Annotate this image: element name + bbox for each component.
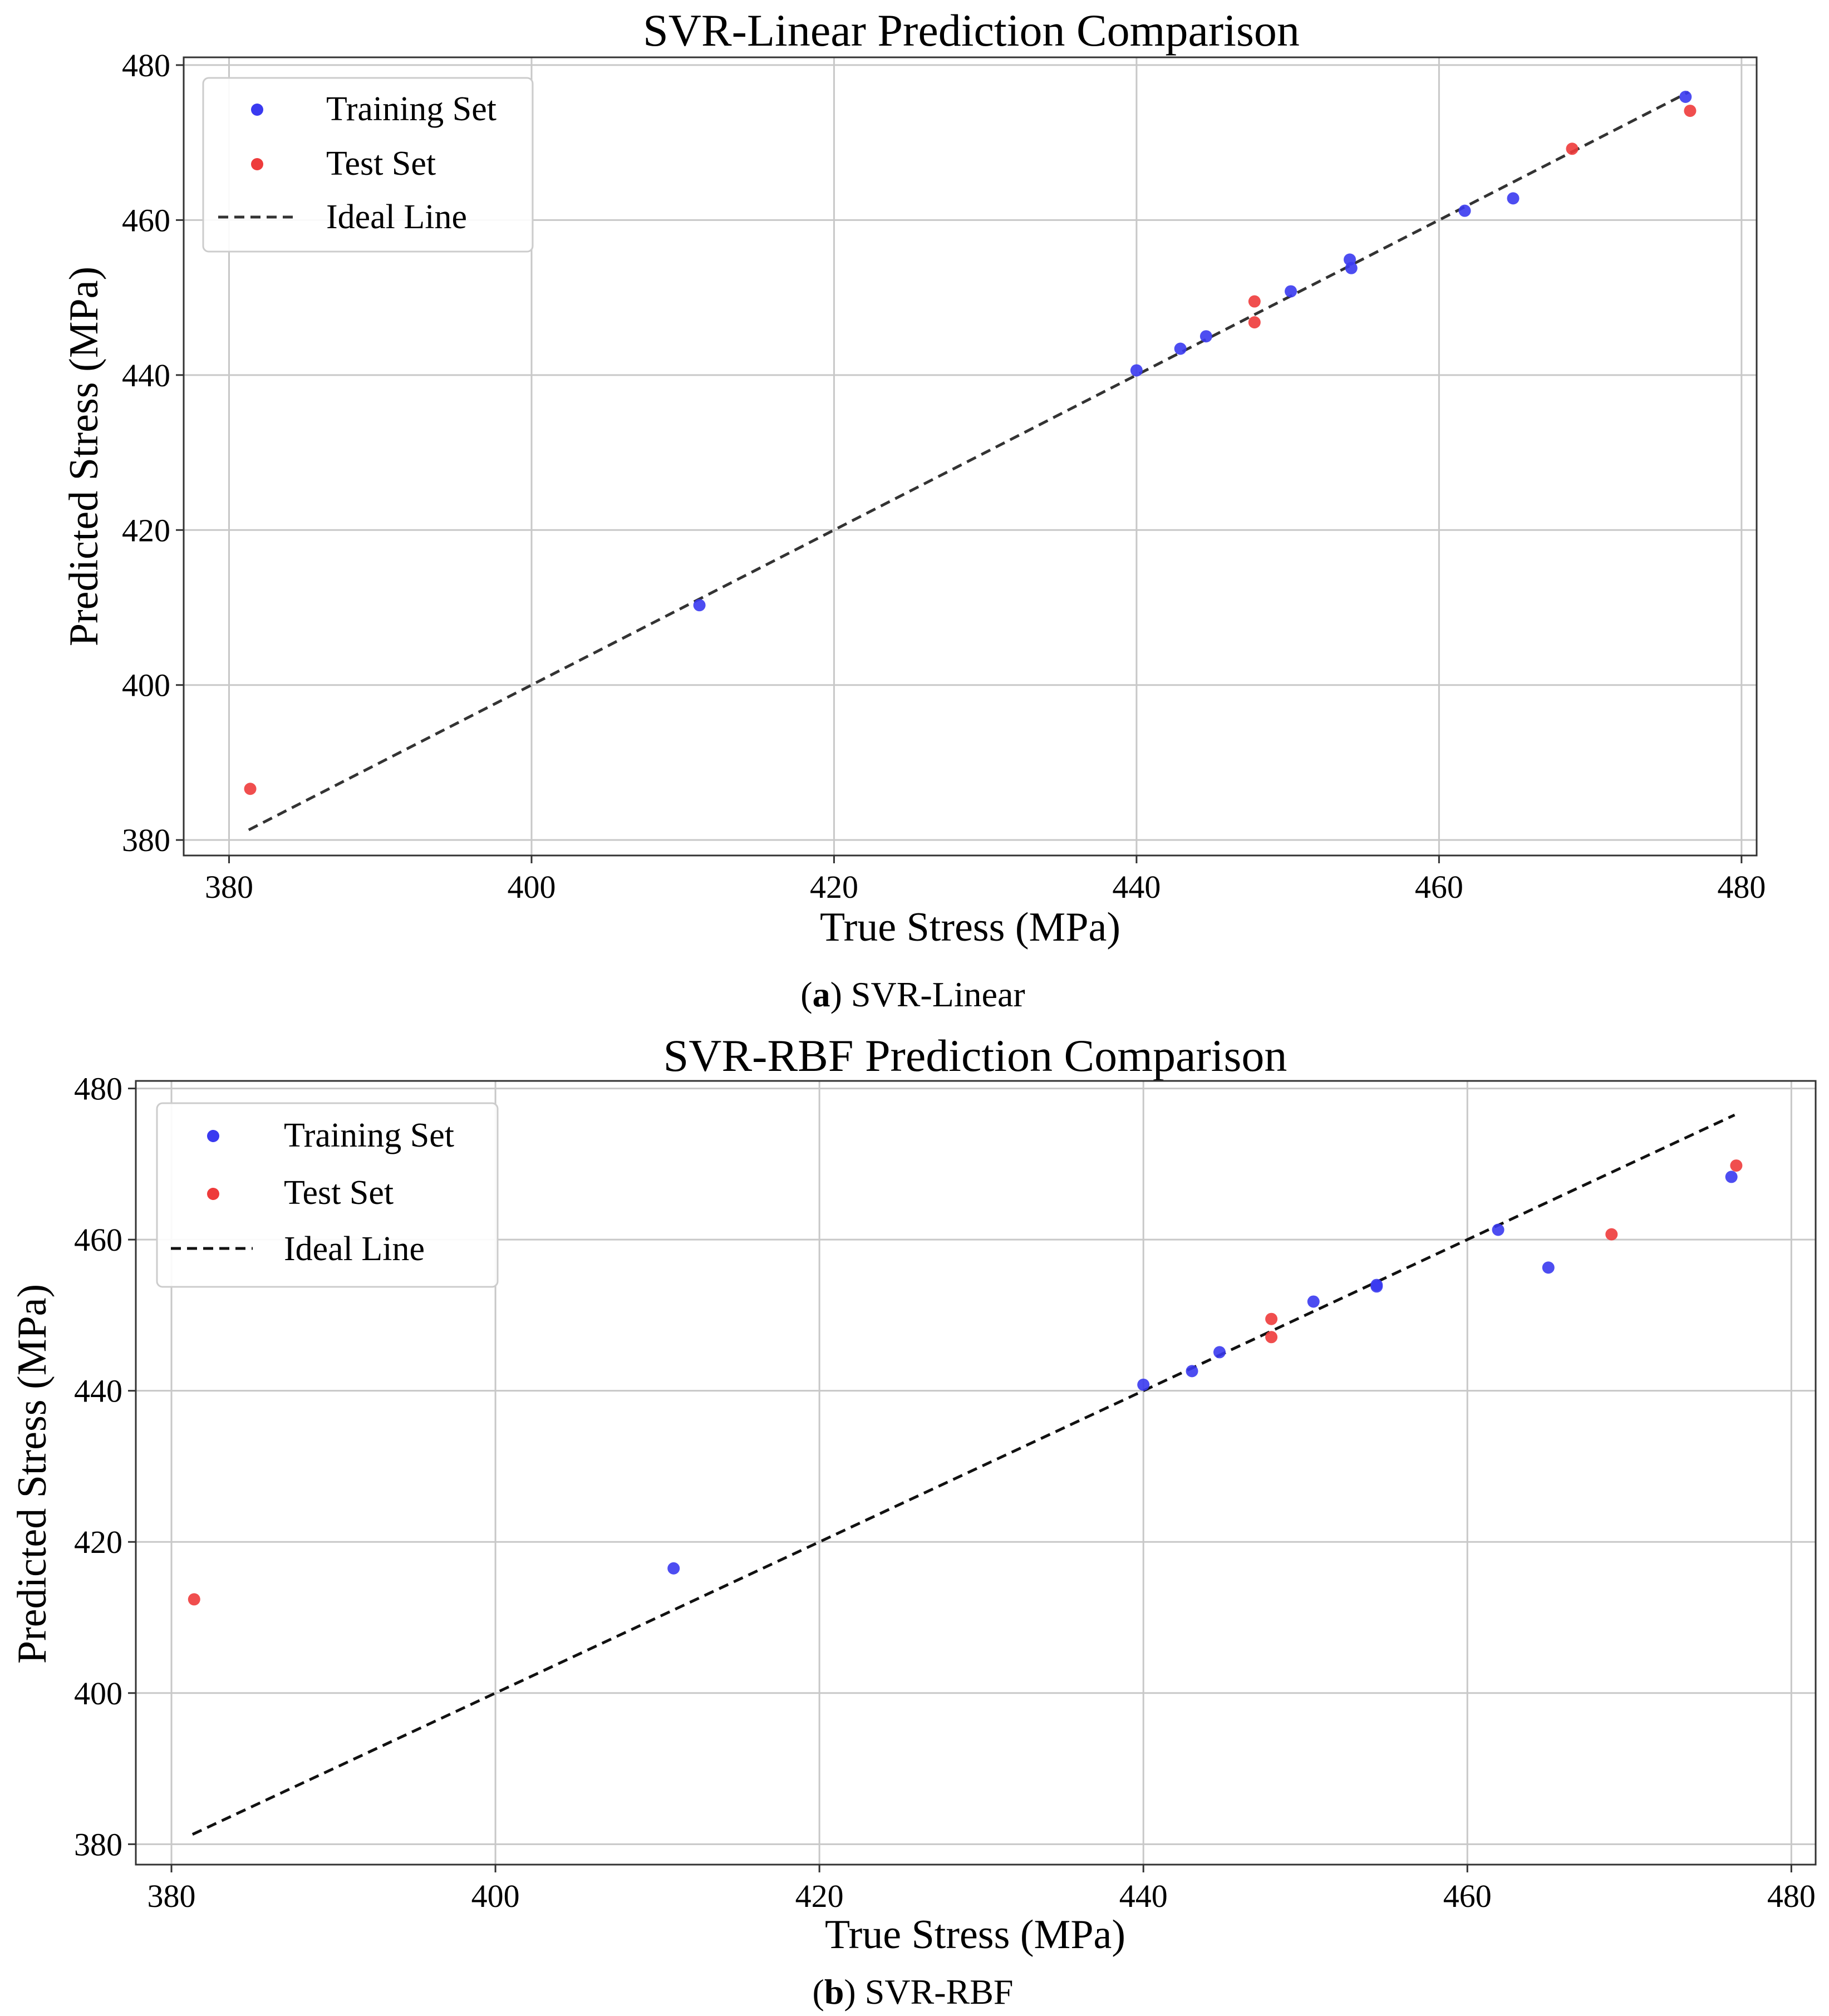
training-point (1725, 1171, 1738, 1183)
x-tick-label: 380 (205, 869, 253, 905)
caption-b: (b) SVR-RBF (813, 1972, 1014, 2012)
chart-panel-a: SVR-Linear Prediction Comparison 380 400 4… (61, 5, 1766, 1014)
test-point (1605, 1228, 1618, 1241)
x-tick-label: 440 (1112, 869, 1161, 905)
training-point (1370, 1279, 1383, 1291)
chart-panel-b: SVR-RBF Prediction Comparison 380 400 420 4… (9, 1030, 1817, 2012)
plot-frame-a (183, 56, 1758, 857)
y-tick-label: 440 (122, 357, 170, 394)
y-tick-label: 400 (74, 1675, 122, 1712)
y-tick-label: 420 (122, 512, 170, 548)
training-point (1507, 192, 1520, 205)
x-axis-label-b: True Stress (MPa) (825, 1912, 1125, 1958)
training-point (1345, 262, 1358, 274)
legend-label-ideal-b: Ideal Line (284, 1230, 425, 1268)
test-point (1248, 316, 1261, 329)
training-point (1174, 342, 1187, 355)
y-tick-label: 480 (122, 47, 170, 83)
y-tick-label: 400 (122, 667, 170, 704)
training-point (1542, 1261, 1555, 1274)
training-point (693, 599, 706, 612)
chart-title-a: SVR-Linear Prediction Comparison (643, 5, 1300, 56)
y-tick-label: 440 (74, 1373, 122, 1409)
test-point (1730, 1159, 1743, 1172)
y-tick-label: 460 (122, 202, 170, 238)
training-point (667, 1562, 680, 1575)
legend-label-training-a: Training Set (326, 90, 496, 128)
data-points-a (244, 91, 1697, 795)
y-tick-label: 460 (74, 1222, 122, 1258)
legend-a: Training Set Test Set Ideal Line (202, 77, 534, 253)
training-point (1213, 1346, 1226, 1359)
y-axis-label-b: Predicted Stress (MPa) (9, 1284, 55, 1664)
legend-box-a (202, 77, 534, 253)
x-tick-label: 380 (148, 1878, 196, 1914)
x-tick-label: 460 (1415, 869, 1463, 905)
data-points-b (188, 1159, 1743, 1606)
ticks-a: 380 400 420 440 460 480 380 400 420 440 460 480 (122, 47, 1766, 905)
x-tick-label: 440 (1119, 1878, 1168, 1914)
y-tick-label: 380 (122, 822, 170, 858)
legend-marker-training-b (207, 1130, 219, 1142)
training-point (1492, 1223, 1504, 1236)
test-point (244, 783, 257, 795)
legend-b: Training Set Test Set Ideal Line (156, 1102, 499, 1288)
test-point (1265, 1312, 1278, 1325)
x-tick-label: 460 (1443, 1878, 1492, 1914)
caption-text-a: ) SVR-Linear (830, 975, 1025, 1014)
training-point (1285, 285, 1297, 298)
ideal-line-b (191, 1113, 1735, 1836)
caption-a: (a) SVR-Linear (800, 975, 1025, 1014)
y-tick-label: 420 (74, 1524, 122, 1560)
caption-text-b: ) SVR-RBF (844, 1972, 1013, 2012)
x-tick-label: 480 (1767, 1878, 1816, 1914)
legend-label-training-b: Training Set (284, 1117, 454, 1154)
training-point (1307, 1295, 1320, 1308)
x-tick-label: 420 (810, 869, 858, 905)
test-point (1566, 142, 1579, 155)
x-tick-label: 480 (1717, 869, 1766, 905)
caption-letter-b: b (824, 1972, 844, 2012)
y-tick-label: 380 (74, 1826, 122, 1862)
training-point (1199, 330, 1212, 343)
test-point (1684, 105, 1697, 117)
training-point (1458, 204, 1471, 217)
ticks-b: 380 400 420 440 460 480 380 400 420 440 460 480 (74, 1071, 1816, 1914)
test-point (188, 1593, 200, 1606)
legend-marker-test-b (207, 1188, 219, 1200)
training-point (1137, 1378, 1150, 1391)
training-point (1186, 1365, 1198, 1378)
legend-label-ideal-a: Ideal Line (326, 198, 467, 236)
training-point (1679, 91, 1692, 104)
training-point (1130, 364, 1143, 377)
y-axis-label-a: Predicted Stress (MPa) (61, 267, 107, 646)
test-point (1265, 1331, 1278, 1344)
legend-marker-test-a (251, 158, 263, 170)
chart-title-b: SVR-RBF Prediction Comparison (663, 1030, 1287, 1081)
plot-frame-b (135, 1080, 1817, 1866)
legend-marker-training-a (251, 104, 263, 116)
x-tick-label: 400 (471, 1878, 520, 1914)
x-tick-label: 400 (507, 869, 555, 905)
legend-label-test-b: Test Set (284, 1174, 394, 1212)
test-point (1248, 295, 1261, 308)
caption-letter-a: a (813, 975, 830, 1014)
x-tick-label: 420 (795, 1878, 844, 1914)
x-axis-label-a: True Stress (MPa) (820, 904, 1120, 950)
legend-label-test-a: Test Set (326, 145, 436, 183)
legend-box-b (156, 1102, 499, 1288)
y-tick-label: 480 (74, 1071, 122, 1107)
ideal-line-a (248, 91, 1689, 832)
